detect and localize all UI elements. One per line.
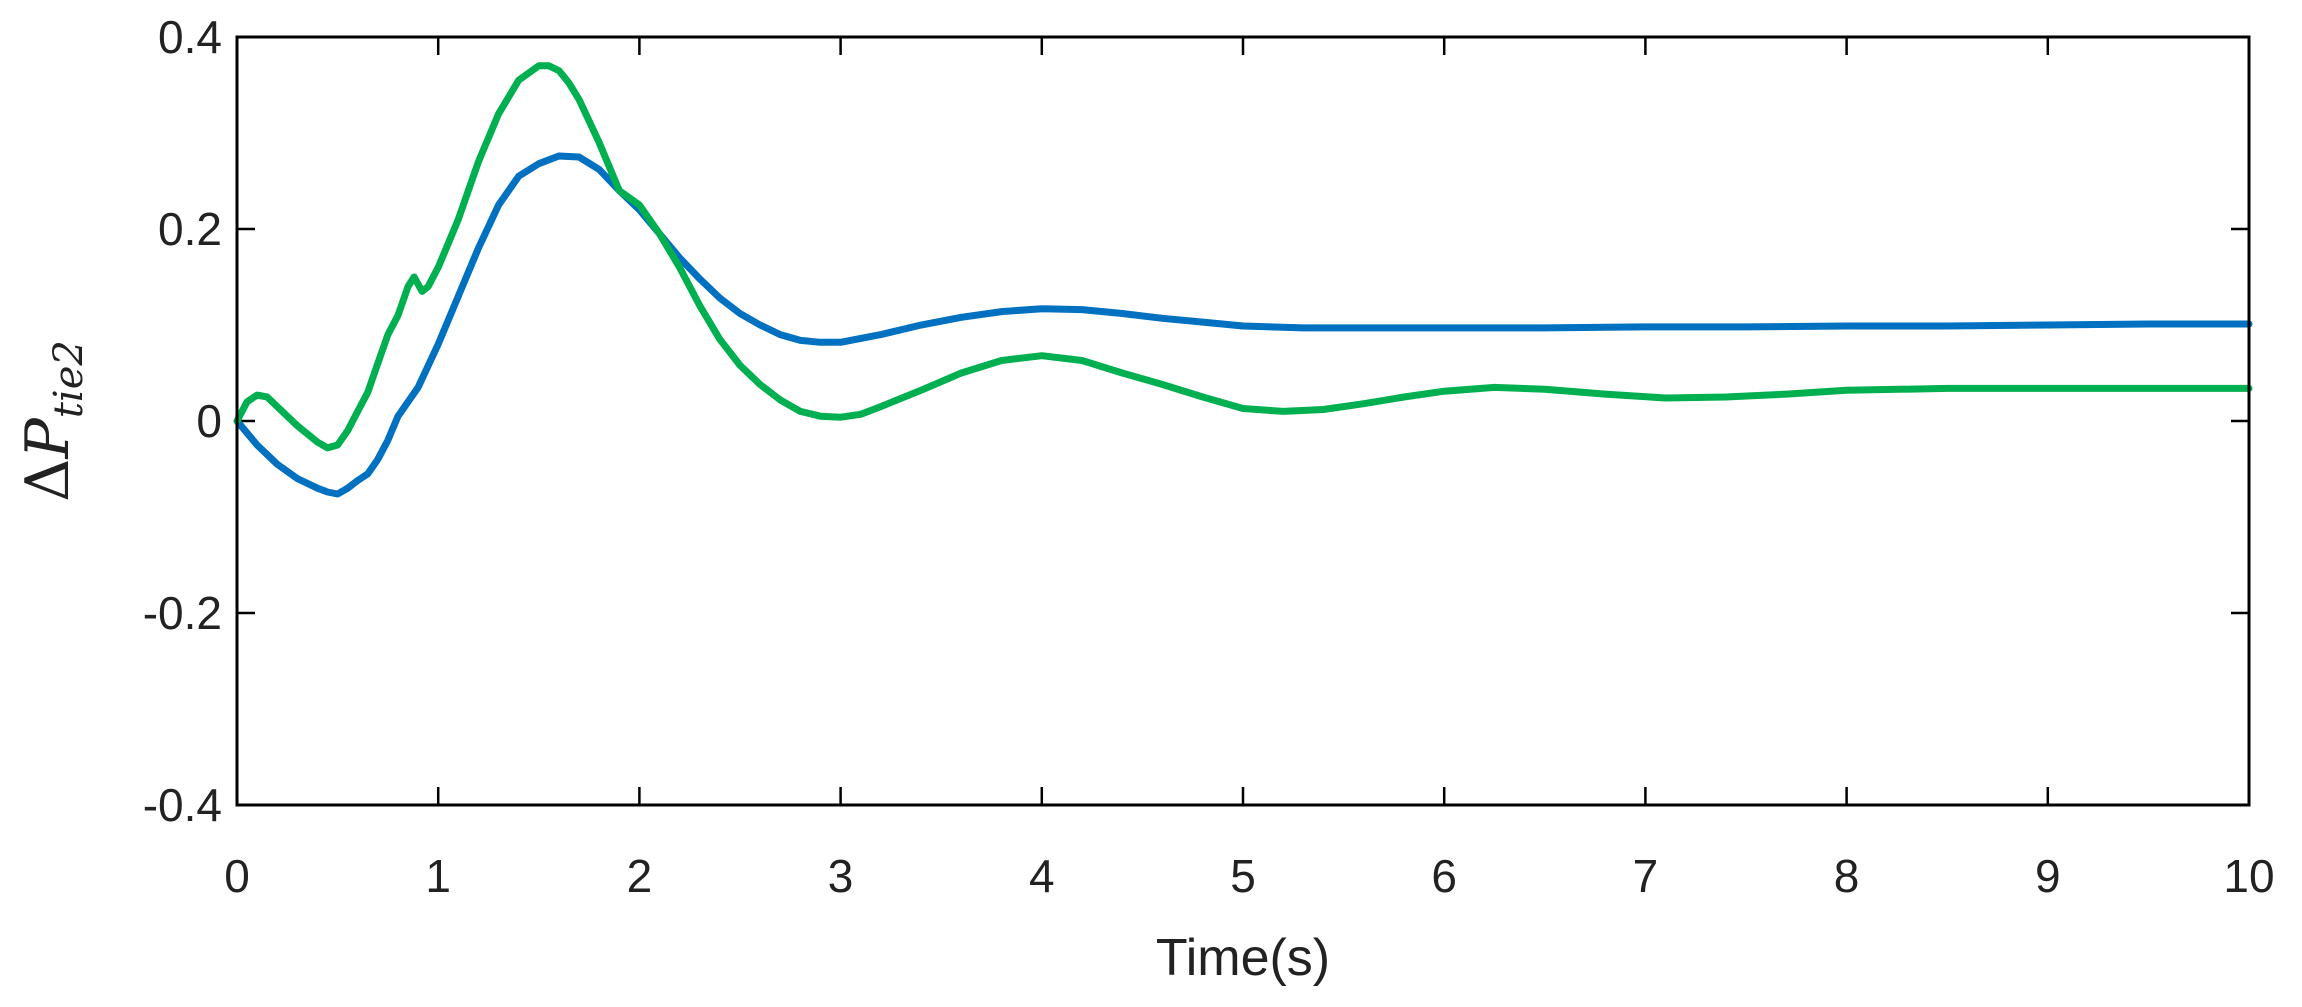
svg-text:ΔPtie2: ΔPtie2 bbox=[13, 340, 92, 502]
y-tick-label: -0.4 bbox=[143, 779, 222, 831]
x-tick-label: 7 bbox=[1633, 850, 1659, 902]
x-tick-label: 2 bbox=[627, 850, 653, 902]
x-tick-label: 0 bbox=[224, 850, 250, 902]
y-tick-label: 0.2 bbox=[158, 203, 222, 255]
x-axis-title: Time(s) bbox=[1156, 929, 1330, 987]
x-tick-label: 1 bbox=[425, 850, 451, 902]
x-tick-label: 8 bbox=[1834, 850, 1860, 902]
series-line-2 bbox=[233, 62, 2253, 452]
y-tick-label: 0.4 bbox=[158, 11, 222, 63]
x-tick-label: 5 bbox=[1230, 850, 1256, 902]
series-lines bbox=[233, 62, 2253, 498]
x-tick-labels: 0 1 2 3 4 5 6 7 8 9 10 bbox=[224, 850, 2274, 902]
plot-frame bbox=[235, 35, 2251, 807]
y-tick-label: 0 bbox=[196, 395, 222, 447]
x-tick-label: 6 bbox=[1431, 850, 1457, 902]
y-axis-title-subscript: tie2 bbox=[46, 340, 92, 418]
x-tick-label: 10 bbox=[2223, 850, 2274, 902]
x-tick-label: 4 bbox=[1029, 850, 1055, 902]
y-axis-title-delta: Δ bbox=[13, 459, 83, 502]
y-axis-title: ΔPtie2 bbox=[13, 340, 92, 502]
y-tick-label: -0.2 bbox=[143, 587, 222, 639]
x-tick-label: 9 bbox=[2035, 850, 2061, 902]
y-axis-title-main: P bbox=[13, 417, 83, 460]
y-tick-labels: -0.4 -0.2 0 0.2 0.4 bbox=[143, 11, 222, 831]
x-tick-label: 3 bbox=[828, 850, 854, 902]
series-line-1 bbox=[233, 152, 2253, 498]
